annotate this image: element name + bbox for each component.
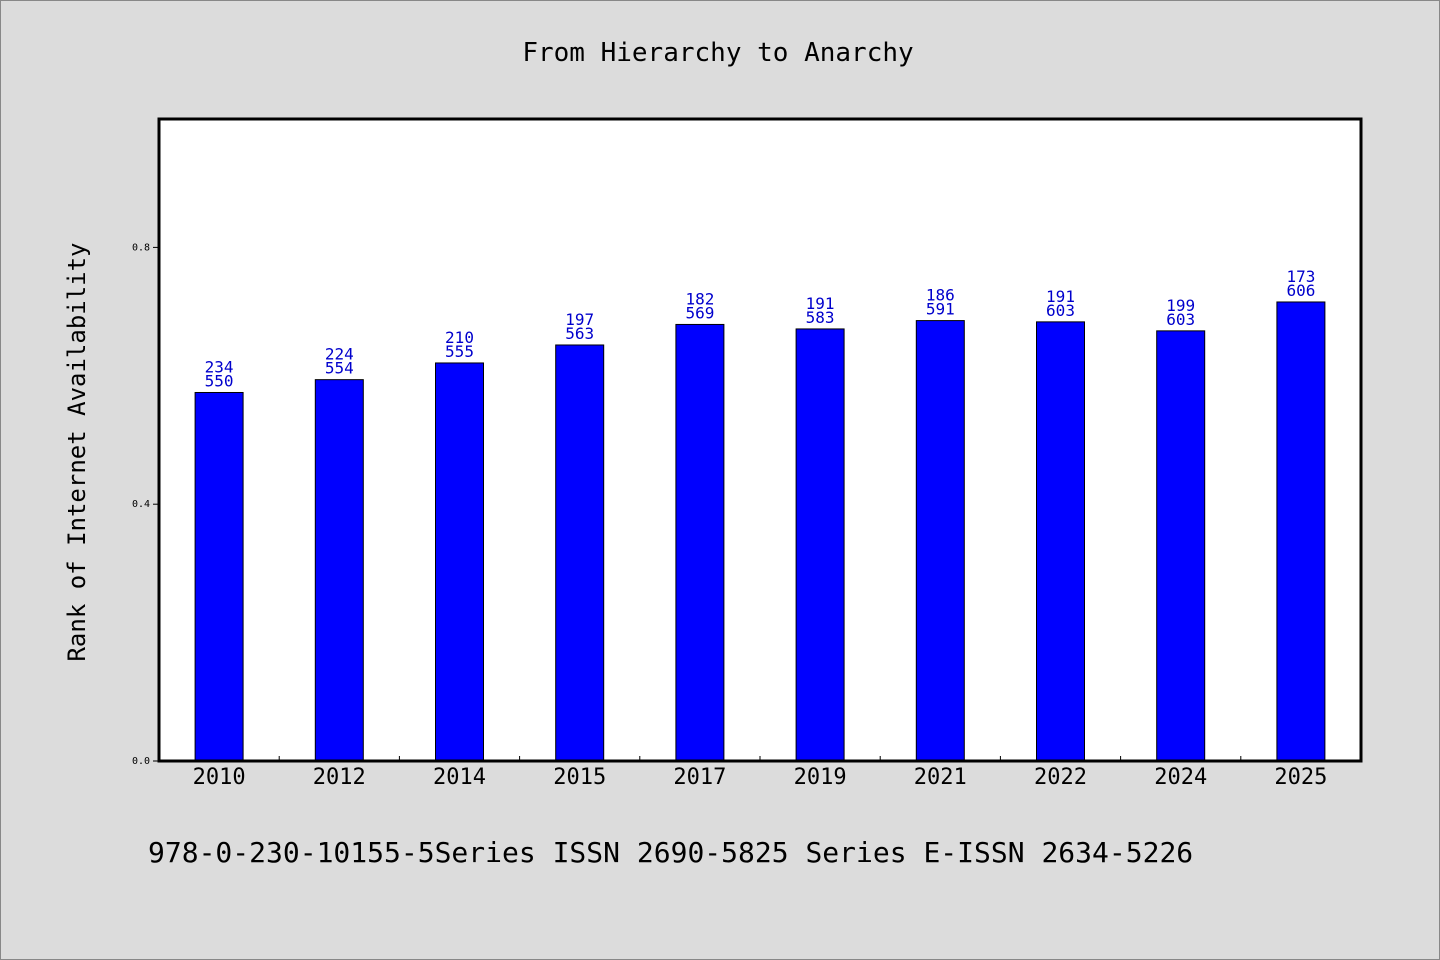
data-label-top-2021: 186 [926, 286, 955, 305]
bar-2025 [1276, 301, 1326, 762]
data-label-bottom-2025: 606 [1286, 281, 1315, 300]
data-label-top-2022: 191 [1046, 287, 1075, 306]
data-label-bottom-2010: 550 [205, 371, 234, 390]
x-tick-label-2017: 2017 [673, 765, 726, 790]
data-label-top-2024: 199 [1166, 296, 1195, 315]
bar-2021 [915, 320, 965, 762]
x-tick-label-2024: 2024 [1154, 765, 1207, 790]
y-tick-label-0.8: 0.8 [132, 242, 150, 253]
plot-frame [157, 117, 1363, 763]
bar-2010 [194, 391, 244, 762]
bar-2019 [795, 328, 845, 762]
x-tick-label-2019: 2019 [794, 765, 847, 790]
x-tick-label-2022: 2022 [1034, 765, 1087, 790]
data-label-top-2015: 197 [565, 310, 594, 329]
x-tick-label-2010: 2010 [193, 765, 246, 790]
data-label-bottom-2021: 591 [926, 300, 955, 319]
data-label-bottom-2024: 603 [1166, 310, 1195, 329]
data-label-bottom-2019: 583 [806, 308, 835, 327]
data-label-top-2014: 210 [445, 328, 474, 347]
data-label-top-2019: 191 [806, 294, 835, 313]
x-tick-label-2021: 2021 [914, 765, 967, 790]
bar-2012 [314, 379, 364, 762]
x-tick-label-2025: 2025 [1274, 765, 1327, 790]
footer-isbn-issn: 978-0-230-10155-5Series ISSN 2690-5825 S… [148, 836, 1193, 869]
y-axis-label: Rank of Internet Availability [63, 242, 91, 661]
chart-title: From Hierarchy to Anarchy [522, 38, 913, 68]
bar-2022 [1036, 321, 1085, 762]
bars-layer [194, 301, 1326, 762]
bar-2014 [435, 362, 484, 762]
data-label-top-2025: 173 [1286, 267, 1315, 286]
data-label-bottom-2017: 569 [685, 303, 714, 322]
data-label-top-2017: 182 [685, 289, 714, 308]
x-tick-label-2015: 2015 [553, 765, 606, 790]
data-label-top-2010: 234 [205, 357, 234, 376]
data-label-bottom-2014: 555 [445, 342, 474, 361]
y-tick-label-0.0: 0.0 [132, 756, 150, 767]
y-tick-label-0.4: 0.4 [132, 499, 150, 510]
data-label-top-2012: 224 [325, 345, 354, 364]
data-label-bottom-2012: 554 [325, 359, 354, 378]
data-label-bottom-2022: 603 [1046, 301, 1075, 320]
bar-2015 [555, 344, 605, 762]
x-tick-label-2012: 2012 [313, 765, 366, 790]
bar-2024 [1156, 330, 1206, 762]
bar-2017 [675, 323, 725, 762]
x-tick-label-2014: 2014 [433, 765, 486, 790]
x-axis-ticks: 2010 2012 2014 2015 2017 2019 2021 2022 2024 2025 [193, 756, 1327, 790]
data-label-bottom-2015: 563 [565, 324, 594, 343]
data-labels-layer: 2345502245542105551975631825691915831865… [205, 267, 1316, 391]
